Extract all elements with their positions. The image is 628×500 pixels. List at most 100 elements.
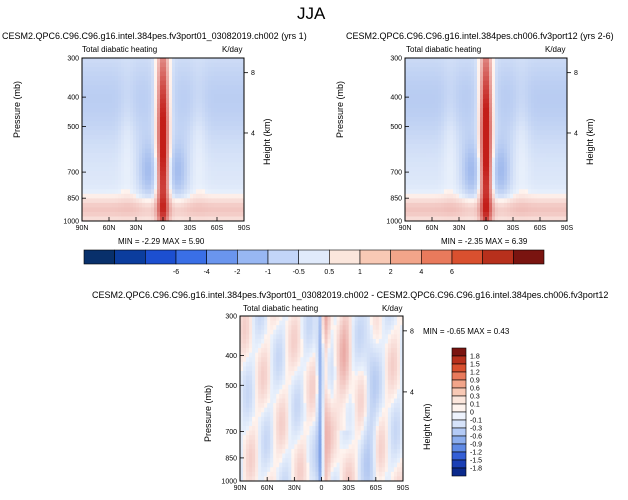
colorbar-diff-box [451, 443, 467, 453]
panel-2-ylabel: Pressure (mb) [335, 80, 345, 138]
panel-3-ytick-right-label: 8 [410, 328, 414, 335]
colorbar-top-box [390, 249, 422, 265]
panel-2-right-string: K/day [545, 45, 566, 54]
colorbar-top-box [482, 249, 514, 265]
panel-2-xtick-label: 60N [426, 225, 439, 232]
panel-1-left-string: Total diabatic heating [82, 45, 158, 54]
panel-3-ytick-label: 300 [225, 314, 237, 321]
panel-3-ytick-label: 850 [225, 455, 237, 462]
colorbar-diff-label: -0.1 [470, 418, 482, 425]
colorbar-top-box [83, 249, 115, 265]
panel-2-ytick-label: 400 [390, 95, 402, 102]
colorbar-diff-label: -0.3 [470, 426, 482, 433]
colorbar-diff-label: 0.9 [470, 378, 480, 385]
panel-2-ytick-label: 700 [390, 170, 402, 177]
panel-2-ytick-label: 500 [390, 124, 402, 131]
panel-2-ylabel-right: Height (km) [585, 118, 595, 165]
colorbar-diff-label: -0.9 [470, 442, 482, 449]
colorbar-top-label: -1 [265, 269, 271, 276]
panel-1-ylabel: Pressure (mb) [12, 80, 22, 138]
colorbar-diff-box [451, 395, 467, 405]
colorbar-diff-label: 1.5 [470, 362, 480, 369]
panel-3-ylabel: Pressure (mb) [203, 384, 213, 442]
panel-1-ytick-label: 500 [67, 124, 79, 131]
colorbar-diff-box [451, 427, 467, 437]
panel-2-plot: 90N 60N 30N 0 30S 60S 90S 300 400 500 700 850 1000 8 4 [386, 56, 578, 233]
panel-1-ytick-label: 300 [67, 56, 79, 63]
colorbar-diff-label: 1.2 [470, 370, 480, 377]
panel-1-ylabel-right: Height (km) [262, 118, 272, 165]
panel-3-ytick-label: 700 [225, 429, 237, 436]
colorbar-diff-box [451, 403, 467, 413]
panel-3-ytick-label: 500 [225, 383, 237, 390]
colorbar-diff-box [451, 467, 467, 477]
colorbar-top-box [206, 249, 238, 265]
colorbar-diff-box [451, 387, 467, 397]
colorbar-top-label: -4 [204, 269, 210, 276]
panel-1-xtick-label: 30S [184, 225, 197, 232]
colorbar-diff: 1.81.51.20.90.60.30.10-0.1-0.3-0.6-0.9-1… [451, 347, 482, 477]
colorbar-diff-box [451, 435, 467, 445]
panel-2-ytick-right-label: 8 [574, 70, 578, 77]
colorbar-diff-label: -1.5 [470, 458, 482, 465]
colorbar-diff-box [451, 371, 467, 381]
colorbar-top-label: 1 [358, 269, 362, 276]
colorbar-top-label: 6 [450, 269, 454, 276]
colorbar-top-label: 2 [389, 269, 393, 276]
panel-1-ytick-label: 400 [67, 95, 79, 102]
panel-3-xtick-label: 30S [342, 485, 355, 492]
panel-2-field [405, 58, 568, 222]
panel-3-stats: MIN = -0.65 MAX = 0.43 [423, 327, 510, 336]
colorbar-top-box [451, 249, 483, 265]
panel-2-ytick-label: 850 [390, 196, 402, 203]
panel-1-ytick-right-label: 8 [251, 70, 255, 77]
panel-2-xtick-label: 30S [507, 225, 520, 232]
colorbar-diff-label: -1.2 [470, 450, 482, 457]
colorbar-top-box [329, 249, 361, 265]
panel-2-title: CESM2.QPC6.C96.C96.g16.intel.384pes.ch00… [346, 31, 614, 41]
panel-3-xtick-label: 60S [370, 485, 383, 492]
panel-3-xtick-label: 90S [397, 485, 410, 492]
panel-2-xtick-label: 90S [561, 225, 574, 232]
panel-3-left-string: Total diabatic heating [243, 304, 319, 313]
panel-3-ytick-label: 400 [225, 353, 237, 360]
colorbar-diff-label: -0.6 [470, 434, 482, 441]
panel-2-stats: MIN = -2.35 MAX = 6.39 [441, 237, 528, 246]
panel-3-xtick-label: 0 [320, 485, 324, 492]
colorbar-top-box [267, 249, 299, 265]
panel-1-ytick-label: 700 [67, 170, 79, 177]
panel-3-xtick-label: 90N [234, 485, 247, 492]
panel-1-xtick-label: 90N [76, 225, 89, 232]
panel-3-ylabel-right: Height (km) [422, 403, 432, 450]
colorbar-top-label: -0.5 [293, 269, 305, 276]
colorbar-top-box [513, 249, 545, 265]
colorbar-top-box [359, 249, 391, 265]
colorbar-diff-box [451, 355, 467, 365]
panel-2-xtick-label: 60S [534, 225, 547, 232]
panel-3-xtick-label: 30N [288, 485, 301, 492]
panel-1-right-string: K/day [222, 45, 243, 54]
panel-3-xtick-label: 60N [261, 485, 274, 492]
colorbar-diff-box [451, 379, 467, 389]
panel-3-ytick-right-label: 4 [410, 389, 414, 396]
panel-3-title: CESM2.QPC6.C96.C96.g16.intel.384pes.fv3p… [92, 290, 609, 300]
colorbar-diff-box [451, 363, 467, 373]
panel-2-left-string: Total diabatic heating [406, 45, 482, 54]
colorbar-diff-label: 0.1 [470, 402, 480, 409]
panel-2-xtick-label: 30N [453, 225, 466, 232]
panel-1-xtick-label: 0 [161, 225, 165, 232]
colorbar-diff-label: -1.8 [470, 466, 482, 473]
panel-2-xtick-label: 90N [399, 225, 412, 232]
panel-1-ytick-label: 1000 [63, 219, 79, 226]
panel-1-plot: 90N 60N 30N 0 30S 60S 90S 300 400 500 700 850 1000 8 4 [63, 56, 255, 233]
colorbar-top-label: -2 [234, 269, 240, 276]
colorbar-top: -6 -4 -2 -1 -0.5 0.5 1 2 4 6 [83, 249, 545, 276]
panel-2-ytick-right-label: 4 [574, 130, 578, 137]
colorbar-diff-box [451, 451, 467, 461]
colorbar-diff-box [451, 459, 467, 469]
colorbar-top-box [145, 249, 177, 265]
colorbar-diff-label: 0.3 [470, 394, 480, 401]
panel-1-xtick-label: 60S [211, 225, 224, 232]
panel-1-ytick-right-label: 4 [251, 130, 255, 137]
panel-3-ytick-label: 1000 [221, 479, 237, 486]
